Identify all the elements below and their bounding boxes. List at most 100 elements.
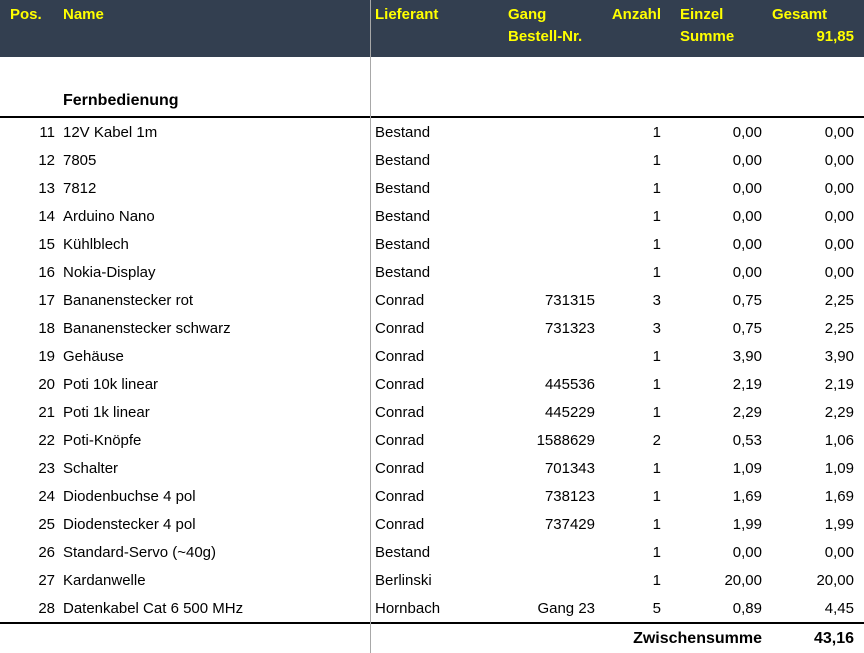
cell-lieferant[interactable]: Conrad [375, 459, 425, 477]
cell-name[interactable]: Diodenbuchse 4 pol [63, 487, 196, 505]
cell-bestellnr[interactable]: 738123 [544, 487, 595, 505]
cell-name[interactable]: 12V Kabel 1m [63, 123, 158, 141]
cell-bestellnr[interactable] [502, 258, 598, 286]
cell-bestellnr[interactable]: 737429 [544, 515, 595, 533]
cell-einzel[interactable]: 2,29 [732, 403, 762, 421]
cell-gesamt[interactable]: 0,00 [824, 543, 854, 561]
cell-anzahl[interactable]: 5 [652, 599, 661, 617]
cell-pos[interactable]: 21 [38, 403, 55, 421]
cell-bestellnr[interactable] [502, 118, 598, 146]
cell-bestellnr[interactable] [502, 146, 598, 174]
cell-name[interactable]: 7812 [63, 179, 97, 197]
cell-pos[interactable]: 16 [38, 263, 55, 281]
cell-pos[interactable]: 24 [38, 487, 55, 505]
cell-pos[interactable]: 13 [38, 179, 55, 197]
cell-name[interactable]: Bananenstecker schwarz [63, 319, 231, 337]
cell-einzel[interactable]: 1,69 [732, 487, 762, 505]
cell-lieferant[interactable]: Conrad [375, 319, 425, 337]
cell-lieferant[interactable]: Bestand [375, 123, 431, 141]
cell-name[interactable]: Nokia-Display [63, 263, 156, 281]
cell-name[interactable]: Kühlblech [63, 235, 129, 253]
cell-name[interactable]: Standard-Servo (~40g) [63, 543, 217, 561]
cell-gesamt[interactable]: 0,00 [824, 263, 854, 281]
cell-name[interactable]: Poti-Knöpfe [63, 431, 142, 449]
cell-pos[interactable]: 27 [38, 571, 55, 589]
cell-anzahl[interactable]: 1 [652, 151, 661, 169]
cell-pos[interactable]: 11 [39, 123, 55, 141]
cell-anzahl[interactable]: 1 [652, 347, 661, 365]
cell-gesamt[interactable]: 1,69 [824, 487, 854, 505]
cell-pos[interactable]: 12 [38, 151, 55, 169]
cell-einzel[interactable]: 1,09 [732, 459, 762, 477]
subtotal-value[interactable]: 43,16 [813, 629, 854, 647]
cell-lieferant[interactable]: Hornbach [375, 599, 441, 617]
cell-bestellnr[interactable] [502, 202, 598, 230]
cell-einzel[interactable]: 0,75 [732, 319, 762, 337]
cell-pos[interactable]: 17 [38, 291, 55, 309]
cell-bestellnr[interactable] [502, 566, 598, 594]
cell-name[interactable]: Poti 1k linear [63, 403, 150, 421]
cell-einzel[interactable]: 0,53 [732, 431, 762, 449]
cell-anzahl[interactable]: 2 [652, 431, 661, 449]
cell-anzahl[interactable]: 1 [652, 263, 661, 281]
cell-gesamt[interactable]: 4,45 [824, 599, 854, 617]
cell-bestellnr[interactable]: 731323 [544, 319, 595, 337]
cell-gesamt[interactable]: 2,25 [824, 291, 854, 309]
cell-einzel[interactable]: 0,00 [732, 207, 762, 225]
cell-einzel[interactable]: 3,90 [732, 347, 762, 365]
section-title[interactable]: Fernbedienung [63, 91, 179, 109]
cell-name[interactable]: Arduino Nano [63, 207, 155, 225]
cell-lieferant[interactable]: Bestand [375, 543, 431, 561]
cell-anzahl[interactable]: 1 [652, 403, 661, 421]
cell-bestellnr[interactable] [502, 538, 598, 566]
cell-anzahl[interactable]: 1 [652, 571, 661, 589]
cell-bestellnr[interactable]: 1588629 [536, 431, 595, 449]
cell-bestellnr[interactable]: 731315 [544, 291, 595, 309]
cell-pos[interactable]: 18 [38, 319, 55, 337]
cell-einzel[interactable]: 0,00 [732, 179, 762, 197]
cell-lieferant[interactable]: Conrad [375, 291, 425, 309]
header-bestellnr[interactable]: Bestell-Nr. [508, 28, 583, 45]
header-einzel[interactable]: Einzel [680, 5, 724, 23]
cell-lieferant[interactable]: Bestand [375, 263, 431, 281]
header-gesamt[interactable]: Gesamt [772, 5, 828, 23]
cell-gesamt[interactable]: 0,00 [824, 151, 854, 169]
cell-gesamt[interactable]: 3,90 [824, 347, 854, 365]
cell-lieferant[interactable]: Conrad [375, 403, 425, 421]
cell-pos[interactable]: 14 [38, 207, 55, 225]
cell-lieferant[interactable]: Conrad [375, 431, 425, 449]
cell-pos[interactable]: 15 [38, 235, 55, 253]
cell-pos[interactable]: 22 [38, 431, 55, 449]
cell-bestellnr[interactable] [502, 342, 598, 370]
cell-gesamt[interactable]: 20,00 [816, 571, 854, 589]
header-lieferant[interactable]: Lieferant [375, 5, 439, 23]
cell-name[interactable]: Poti 10k linear [63, 375, 159, 393]
cell-lieferant[interactable]: Bestand [375, 179, 431, 197]
cell-name[interactable]: 7805 [63, 151, 97, 169]
cell-lieferant[interactable]: Bestand [375, 235, 431, 253]
cell-pos[interactable]: 23 [38, 459, 55, 477]
subtotal-label[interactable]: Zwischensumme [633, 629, 762, 647]
cell-anzahl[interactable]: 1 [652, 459, 661, 477]
cell-bestellnr[interactable] [502, 230, 598, 258]
cell-lieferant[interactable]: Bestand [375, 207, 431, 225]
cell-einzel[interactable]: 0,00 [732, 123, 762, 141]
cell-lieferant[interactable]: Conrad [375, 375, 425, 393]
cell-pos[interactable]: 20 [38, 375, 55, 393]
header-name[interactable]: Name [63, 5, 104, 23]
cell-einzel[interactable]: 2,19 [732, 375, 762, 393]
cell-gesamt[interactable]: 1,09 [824, 459, 854, 477]
cell-anzahl[interactable]: 1 [652, 179, 661, 197]
cell-anzahl[interactable]: 1 [652, 235, 661, 253]
cell-lieferant[interactable]: Berlinski [375, 571, 432, 589]
cell-gesamt[interactable]: 2,29 [824, 403, 854, 421]
cell-gesamt[interactable]: 0,00 [824, 123, 854, 141]
cell-gesamt[interactable]: 1,06 [824, 431, 854, 449]
cell-lieferant[interactable]: Conrad [375, 515, 425, 533]
cell-name[interactable]: Schalter [63, 459, 119, 477]
cell-name[interactable]: Diodenstecker 4 pol [63, 515, 196, 533]
cell-pos[interactable]: 28 [38, 599, 55, 617]
cell-pos[interactable]: 19 [38, 347, 55, 365]
cell-einzel[interactable]: 20,00 [724, 571, 762, 589]
cell-bestellnr[interactable] [502, 174, 598, 202]
